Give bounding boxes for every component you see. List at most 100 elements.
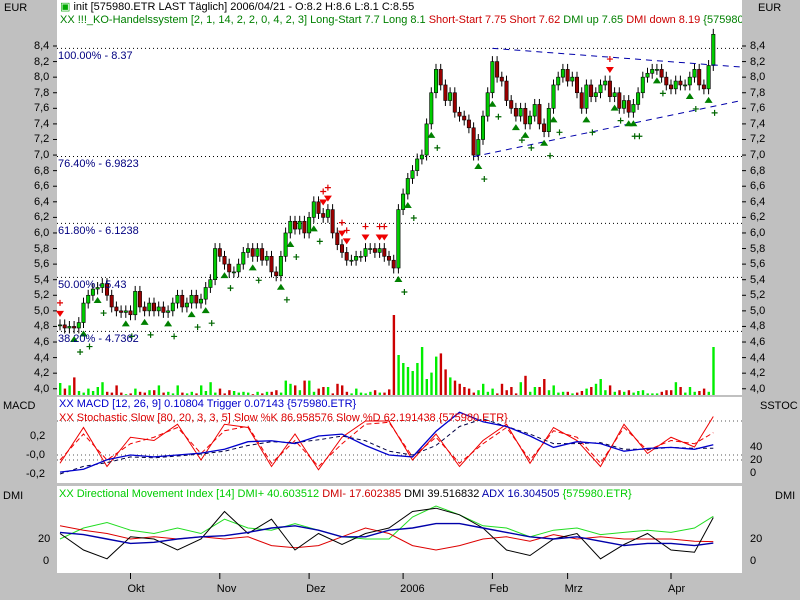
candle-body	[401, 193, 406, 210]
volume-bar	[599, 379, 602, 395]
date-label: Apr	[668, 583, 686, 595]
volume-bar	[110, 392, 114, 395]
candle-body	[297, 220, 302, 230]
candle-body	[593, 92, 598, 97]
candle-body	[499, 76, 504, 82]
volume-bar	[566, 391, 569, 395]
price-tick-right: 6,2	[750, 211, 766, 224]
volume-bar	[289, 383, 292, 395]
price-tick-right: 5,4	[750, 273, 766, 286]
short-stop-plus-icon	[362, 223, 369, 230]
long-stop-plus-icon	[100, 310, 107, 317]
long-signal-triangle	[79, 330, 88, 337]
long-stop-plus-icon	[481, 176, 488, 183]
price-tick-right: 6,4	[750, 195, 766, 208]
long-stop-plus-icon	[518, 137, 525, 144]
volume-bar	[458, 383, 461, 395]
candle-body	[419, 154, 424, 160]
volume-bar	[665, 390, 668, 395]
date-label: 2006	[400, 583, 425, 595]
long-signal-triangle	[488, 100, 497, 107]
volume-bar	[63, 388, 67, 395]
volume-bar	[491, 388, 494, 395]
candle-body	[142, 306, 147, 312]
candle-body	[292, 220, 297, 230]
candle-body	[438, 69, 443, 86]
date-label: Okt	[127, 583, 145, 595]
date-label: Feb	[489, 583, 509, 595]
volume-bar	[533, 387, 537, 395]
volume-bar	[637, 391, 640, 395]
candle-body	[462, 115, 467, 121]
candle-body	[344, 252, 349, 261]
volume-bar	[223, 393, 226, 395]
candle-body	[560, 69, 565, 78]
long-stop-plus-icon	[171, 333, 178, 340]
long-stop-plus-icon	[659, 90, 666, 97]
volume-bar	[148, 390, 151, 395]
candle-body	[236, 263, 241, 273]
price-tick-left: 4,2	[34, 367, 50, 380]
candle-body	[76, 322, 81, 329]
volume-bar	[77, 391, 81, 395]
candle-body	[152, 302, 157, 312]
price-tick-right: 7,0	[750, 149, 766, 162]
candle-body	[133, 291, 138, 316]
long-stop-plus-icon	[410, 215, 417, 222]
left-unit-label: EUR	[4, 2, 28, 14]
volume-bar	[482, 383, 485, 395]
stoch-legend: XX Stochastic Slow [80, 20, 3, 3, 5] Slo…	[59, 412, 508, 424]
volume-bar	[345, 391, 349, 395]
volume-bar	[684, 392, 687, 395]
candle-body	[255, 248, 260, 257]
long-stop-plus-icon	[692, 105, 699, 112]
price-tick-left: 4,6	[34, 336, 50, 349]
volume-bar	[571, 393, 574, 395]
volume-bar	[670, 390, 673, 395]
price-tick-right: 5,6	[750, 258, 766, 271]
price-tick-left: 7,4	[34, 117, 50, 130]
candle-body	[222, 256, 227, 265]
price-tick-left: 7,6	[34, 102, 50, 115]
volume-bar	[171, 393, 175, 395]
short-stop-plus-icon	[324, 184, 331, 191]
candle-body	[199, 298, 204, 304]
candle-body	[706, 65, 711, 90]
candle-body	[311, 201, 316, 218]
short-signal-triangle	[323, 195, 332, 202]
long-stop-plus-icon	[208, 320, 215, 327]
short-stop-plus-icon	[57, 299, 63, 306]
candle-body	[429, 92, 434, 125]
candle-body	[448, 92, 453, 101]
volume-bar	[106, 391, 109, 395]
candle-body	[504, 80, 509, 101]
price-tick-right: 7,6	[750, 102, 766, 115]
candle-body	[250, 248, 255, 257]
legend-segment: Short-Start 7.75 Short 7.62	[428, 14, 564, 26]
price-tick-right: 6,6	[750, 180, 766, 193]
candle-body	[95, 287, 100, 290]
long-stop-plus-icon	[147, 331, 154, 338]
candle-body	[288, 220, 293, 234]
candle-body	[640, 76, 645, 94]
candle-body	[368, 248, 373, 250]
candle-body	[260, 248, 265, 261]
candle-body	[584, 84, 589, 109]
macd-legend: XX MACD [12, 26, 9] 0.10804 Trigger 0.07…	[59, 398, 357, 410]
candle-body	[246, 248, 251, 253]
fib-level-label: 76.40% - 6.9823	[58, 158, 139, 171]
candle-body	[100, 283, 105, 288]
long-signal-triangle	[427, 131, 436, 138]
volume-bar	[547, 390, 551, 395]
long-signal-triangle	[394, 276, 403, 283]
candle-body	[354, 256, 359, 261]
volume-bar	[510, 387, 513, 395]
candle-body	[349, 259, 354, 262]
price-tick-left: 5,8	[34, 242, 50, 255]
volume-bar	[435, 356, 438, 395]
candle-body	[574, 76, 579, 94]
volume-bar	[702, 388, 706, 395]
candle-body	[471, 127, 476, 156]
dmi-tick: 20	[38, 533, 51, 545]
long-signal-triangle	[220, 272, 229, 279]
